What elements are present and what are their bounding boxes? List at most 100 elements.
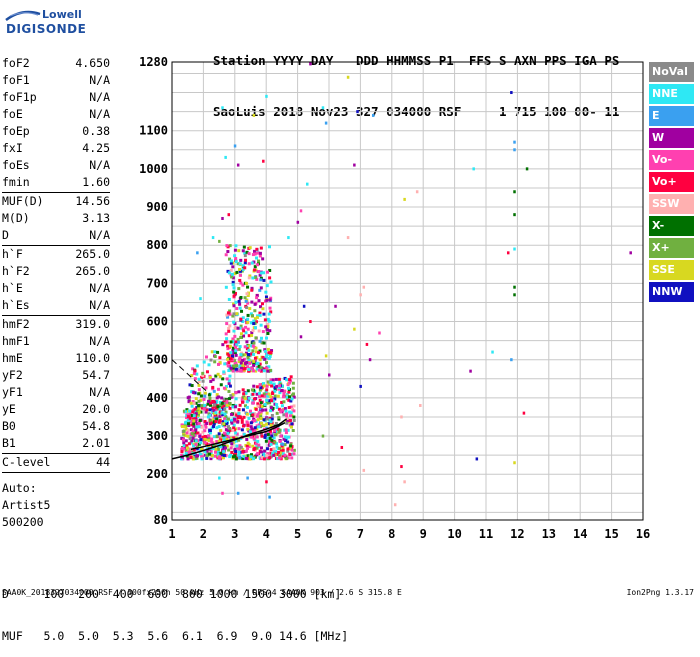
echo-point xyxy=(277,386,281,390)
echo-point xyxy=(252,362,256,366)
echo-point xyxy=(211,385,215,389)
echo-point xyxy=(247,369,251,373)
param-row: yF1 N/A xyxy=(2,384,110,401)
echo-point xyxy=(266,322,270,326)
echo-point xyxy=(240,420,244,424)
echo-point xyxy=(353,163,356,167)
echo-point xyxy=(231,265,235,269)
echo-point xyxy=(208,403,212,407)
echo-point xyxy=(268,276,272,280)
echo-point xyxy=(290,393,294,397)
echo-point xyxy=(215,396,219,400)
echo-point xyxy=(285,437,289,441)
echo-point xyxy=(263,349,267,353)
echo-point xyxy=(223,424,227,428)
param-name: yF2 xyxy=(2,368,23,382)
echo-point xyxy=(229,259,233,263)
virtual-height-trace xyxy=(171,418,288,460)
echo-point xyxy=(197,406,201,410)
echo-point xyxy=(259,305,263,309)
echo-point xyxy=(261,330,265,334)
echo-point xyxy=(215,426,219,430)
echo-point xyxy=(195,409,199,413)
echo-point xyxy=(267,319,271,323)
echo-point xyxy=(205,449,209,453)
echo-point xyxy=(224,428,228,432)
echo-point xyxy=(272,382,276,386)
echo-point xyxy=(222,455,226,459)
echo-point xyxy=(208,428,212,432)
echo-point xyxy=(284,409,288,413)
echo-point xyxy=(262,384,266,388)
echo-point xyxy=(258,404,262,408)
echo-point xyxy=(194,442,198,446)
echo-point xyxy=(270,413,274,417)
param-name: D xyxy=(2,228,9,242)
muf-table: D 100 200 400 600 800 1000 1500 3000 [km… xyxy=(2,559,348,657)
echo-point xyxy=(204,425,208,429)
echo-point xyxy=(267,392,271,396)
echo-point xyxy=(259,412,263,416)
echo-point xyxy=(225,244,229,248)
x-tick-label: 5 xyxy=(294,527,301,541)
echo-point xyxy=(278,384,282,388)
x-tick-label: 2 xyxy=(200,527,207,541)
echo-point xyxy=(265,426,269,430)
echo-point xyxy=(255,427,259,431)
echo-point xyxy=(229,340,233,344)
echo-point xyxy=(239,281,243,285)
echo-point xyxy=(257,364,261,368)
echo-point xyxy=(279,449,283,453)
echo-point xyxy=(259,417,263,421)
echo-point xyxy=(278,454,282,458)
echo-point xyxy=(204,410,208,414)
echo-point xyxy=(248,274,252,278)
echo-point xyxy=(218,419,222,423)
echo-point xyxy=(212,420,216,424)
echo-point xyxy=(255,361,259,365)
echo-point xyxy=(272,447,276,451)
echo-point xyxy=(230,442,234,446)
echo-point xyxy=(210,454,214,458)
echo-points xyxy=(179,62,632,507)
echo-point xyxy=(289,414,293,418)
echo-point xyxy=(289,411,293,415)
legend-item-vo-: Vo- xyxy=(649,150,694,170)
echo-point xyxy=(233,254,237,258)
echo-point xyxy=(213,403,217,407)
echo-point xyxy=(243,296,247,300)
echo-point xyxy=(273,397,277,401)
echo-point xyxy=(227,381,231,385)
echo-point xyxy=(269,406,273,410)
echo-point xyxy=(209,452,213,456)
echo-point xyxy=(262,451,266,455)
echo-point xyxy=(216,407,220,411)
echo-point xyxy=(475,457,479,461)
echo-point xyxy=(265,453,269,457)
echo-point xyxy=(234,260,238,264)
echo-point xyxy=(199,453,203,457)
echo-point xyxy=(258,254,262,258)
echo-point xyxy=(256,263,260,267)
echo-point xyxy=(205,442,209,446)
echo-point xyxy=(235,439,239,443)
echo-point xyxy=(187,424,191,428)
echo-point xyxy=(217,425,221,429)
axis-tick-labels: 1 2 3 4 5 6 7 8 9 10 11 12 13 14 15 1680200300400500600… xyxy=(139,55,650,541)
echo-point xyxy=(195,372,199,376)
echo-point xyxy=(243,345,247,349)
echo-point xyxy=(227,327,231,331)
echo-point xyxy=(245,281,249,285)
echo-point xyxy=(291,381,295,385)
echo-point xyxy=(232,304,236,308)
echo-point xyxy=(246,398,250,402)
echo-point xyxy=(197,379,201,383)
echo-point xyxy=(289,375,293,379)
echo-point xyxy=(279,434,283,438)
echo-point xyxy=(220,411,224,415)
echo-point xyxy=(260,302,264,306)
echo-point xyxy=(306,182,309,186)
echo-point xyxy=(244,258,248,262)
echo-point xyxy=(245,400,249,404)
param-name: h`F xyxy=(2,247,23,261)
